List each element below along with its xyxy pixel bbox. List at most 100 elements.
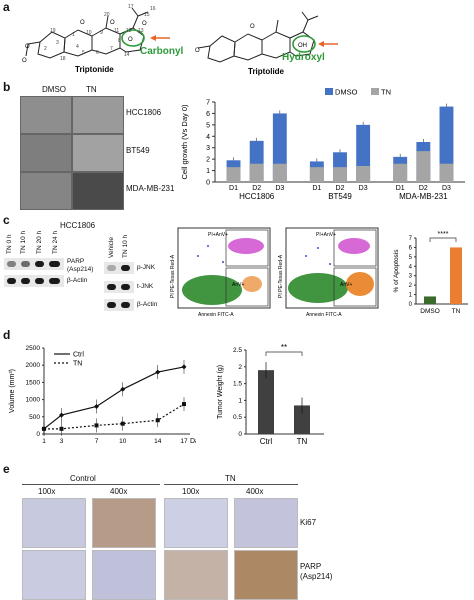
hydroxyl-arrowhead <box>318 41 324 47</box>
flow-plot-dmso: PI+AnV+ AnV+ Annexin FITC-A PI PE-Texas … <box>170 227 271 318</box>
bar-tn <box>272 163 287 182</box>
lane-label: TN 10 h <box>20 230 27 254</box>
series-line <box>44 403 185 430</box>
significance-label: ** <box>281 343 287 352</box>
micrograph-mda-dmso <box>20 172 72 210</box>
col-header-tn: TN <box>86 85 97 94</box>
blot-actin-left <box>4 275 64 287</box>
lane-label-vehicle: Vehicle <box>108 237 115 258</box>
atom-label-o: O <box>195 48 200 54</box>
hydroxyl-highlight-circle <box>292 35 316 53</box>
bar <box>294 405 310 434</box>
atom-number: 14 <box>124 52 130 58</box>
ihc-control-400x-ki67 <box>92 498 156 548</box>
atom-number: 19 <box>50 28 56 34</box>
x-tick-label: 7 <box>95 438 99 445</box>
flow-xlabel: Annexin FITC-A <box>306 312 342 318</box>
atom-number: 10 <box>86 30 92 36</box>
blot-label-asp214: (Asp214) <box>67 266 94 273</box>
series-line <box>43 366 185 430</box>
y-tick-label: 2000 <box>26 362 41 369</box>
x-tick-label: D2 <box>419 185 428 192</box>
carbonyl-label: Carbonyl <box>140 46 184 57</box>
atom-label-o: O <box>25 44 30 50</box>
y-tick-label: 2 <box>409 283 413 289</box>
significance-label: **** <box>438 231 449 238</box>
x-tick-label: TN <box>452 308 461 315</box>
atom-label-o: O <box>128 37 133 43</box>
bar-tn <box>393 163 408 182</box>
panel-c-letter: c <box>3 213 10 227</box>
y-axis-label: Tumor Weight (g) <box>217 365 224 419</box>
y-axis-label: % of Apoptosis <box>393 249 400 293</box>
y-tick-label: 500 <box>29 414 40 421</box>
blot-label-actin-right: β-Actin <box>137 301 158 308</box>
atom-number: 2 <box>44 46 47 52</box>
y-tick-label: 4 <box>206 134 210 141</box>
micrograph-bt549-dmso <box>20 134 72 172</box>
mag-label: 100x <box>38 487 56 496</box>
bar-dmso <box>439 106 454 182</box>
atom-number: 3 <box>56 40 59 46</box>
row-label-asp214: (Asp214) <box>300 572 333 581</box>
y-tick-label: 3 <box>409 274 413 280</box>
legend-label: Ctrl <box>73 352 84 359</box>
y-tick-label: 1 <box>238 397 242 404</box>
micrograph-bt549-tn <box>72 134 124 172</box>
carbonyl-arrowhead <box>150 35 156 41</box>
blot-tjnk <box>104 281 134 293</box>
y-tick-label: 6 <box>206 111 210 118</box>
y-tick-label: 7 <box>409 236 413 242</box>
carbonyl-highlight-circle <box>121 29 145 47</box>
y-tick-label: 1 <box>206 168 210 175</box>
atom-number: 12 <box>126 28 132 34</box>
atom-number: 17 <box>128 4 134 10</box>
triptolide-label: Triptolide <box>248 67 285 76</box>
atom-label-o: O <box>22 58 27 64</box>
blot-label-pjnk: p-JNK <box>137 264 156 271</box>
y-tick-label: 0 <box>36 431 40 438</box>
group-label: BT549 <box>328 192 352 201</box>
atom-label-o: O <box>142 21 147 27</box>
ihc-control-400x-parp <box>92 550 156 600</box>
tumor-weight-chart: 0 0.5 1 1.5 2 2.5 Tumor Weight (g) Ctrl TN ** <box>217 343 324 446</box>
ihc-control-100x-parp <box>22 550 86 600</box>
cell-growth-chart: 0 1 2 3 4 5 6 7 Cell growth (Vs Day 0) DMSO TN D1 D2… <box>180 88 465 201</box>
atom-label-o: O <box>80 20 85 26</box>
blot-label-parp: PARP <box>67 258 85 265</box>
atom-number: 4 <box>76 44 79 50</box>
panel-b-letter: b <box>3 80 11 94</box>
bar <box>258 370 274 434</box>
x-tick-label: D3 <box>359 185 368 192</box>
y-tick-label: 2.5 <box>233 347 242 354</box>
bar-tn <box>416 151 431 182</box>
x-tick-label: Ctrl <box>260 437 273 446</box>
y-tick-label: 1500 <box>26 379 41 386</box>
bar-tn <box>439 163 454 182</box>
y-tick-label: 1000 <box>26 397 41 404</box>
chemical-structures: O O O O O O 19 18 1 2 3 4 5 6 7 8 9 10 1… <box>22 4 338 76</box>
significance-bracket <box>429 237 457 242</box>
legend-label: TN <box>381 88 391 97</box>
flow-ylabel: PI PE-Texas Red-A <box>170 254 176 298</box>
row-label-ki67: Ki67 <box>300 518 317 527</box>
blot-label-tjnk: t-JNK <box>137 283 154 290</box>
x-tick-label: D1 <box>312 185 321 192</box>
lane-label: TN 24 h <box>52 230 59 254</box>
y-tick-label: 5 <box>409 255 413 261</box>
y-tick-label: 2500 <box>26 345 41 352</box>
y-axis-label: Cell growth (Vs Day 0) <box>180 104 189 180</box>
micrograph-hcc1806-dmso <box>20 96 72 134</box>
lane-label: TN 0 h <box>6 234 13 254</box>
y-tick-label: 2 <box>206 157 210 164</box>
triptolide-structure <box>197 11 319 63</box>
lane-labels-left: TN 0 h TN 10 h TN 20 h TN 24 h <box>6 230 88 254</box>
blot-parp <box>4 258 64 270</box>
significance-bracket <box>265 351 303 356</box>
y-tick-label: 5 <box>206 122 210 129</box>
flow-plot-tn: PI+AnV+ AnV+ Annexin FITC-A PI PE-Texas … <box>278 227 379 318</box>
legend-label: DMSO <box>335 88 358 97</box>
y-tick-label: 4 <box>409 264 413 270</box>
triptonide-structure <box>25 7 149 59</box>
flow-cytometry-plots: PI+AnV+ AnV+ Annexin FITC-A PI PE-Texas … <box>170 227 379 318</box>
